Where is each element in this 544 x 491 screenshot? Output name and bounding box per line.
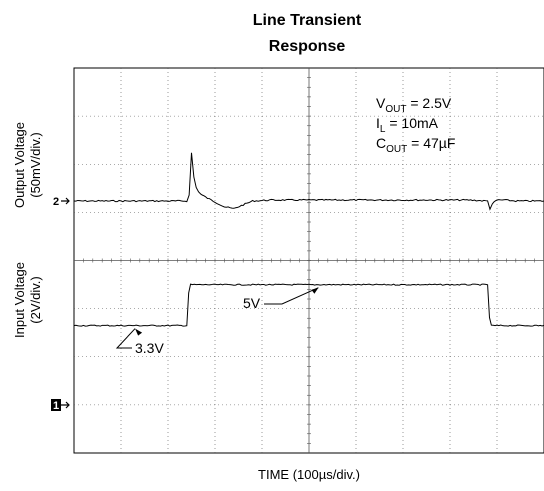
chart-title-line1: Line Transient <box>253 12 362 29</box>
annotation-3v3: 3.3V <box>115 328 164 356</box>
y-axis-labels: Output Voltage (50mV/div.) Input Voltage… <box>12 122 43 338</box>
channel-marker-label: 2 <box>53 196 59 208</box>
condition-line: VOUT = 2.5V <box>376 95 452 115</box>
channel-markers: 21 <box>51 196 70 412</box>
output-voltage-trace <box>73 152 544 211</box>
channel-marker-input: 1 <box>51 399 70 412</box>
channel-marker-arrow <box>61 401 70 409</box>
annotation-3v3-text: 3.3V <box>135 340 164 356</box>
channel-marker-arrow <box>61 197 70 205</box>
output-ylabel-line1: Output Voltage <box>12 122 27 208</box>
channel-marker-box <box>51 399 61 411</box>
grid <box>74 68 544 453</box>
annotation-5v: 5V <box>243 287 319 311</box>
annotations: 5V 3.3V <box>115 287 319 356</box>
x-axis-label: TIME (100µs/div.) <box>258 467 360 482</box>
channel-marker-label: 1 <box>53 400 59 412</box>
channel-marker-output: 2 <box>53 196 70 208</box>
condition-line: COUT = 47µF <box>376 135 455 155</box>
condition-line: IL = 10mA <box>376 115 439 135</box>
input-ylabel-line1: Input Voltage <box>12 262 27 338</box>
annotation-3v3-arrowhead <box>135 328 143 336</box>
annotation-5v-arrowhead <box>311 287 319 294</box>
output-ylabel-line2: (50mV/div.) <box>28 132 43 198</box>
annotation-5v-text: 5V <box>243 295 261 311</box>
input-ylabel-line2: (2V/div.) <box>28 276 43 323</box>
annotation-5v-leader <box>264 287 319 305</box>
traces <box>73 152 544 327</box>
input-voltage-trace <box>73 283 544 327</box>
chart-title-line2: Response <box>269 38 346 55</box>
annotation-3v3-leader <box>115 328 136 349</box>
